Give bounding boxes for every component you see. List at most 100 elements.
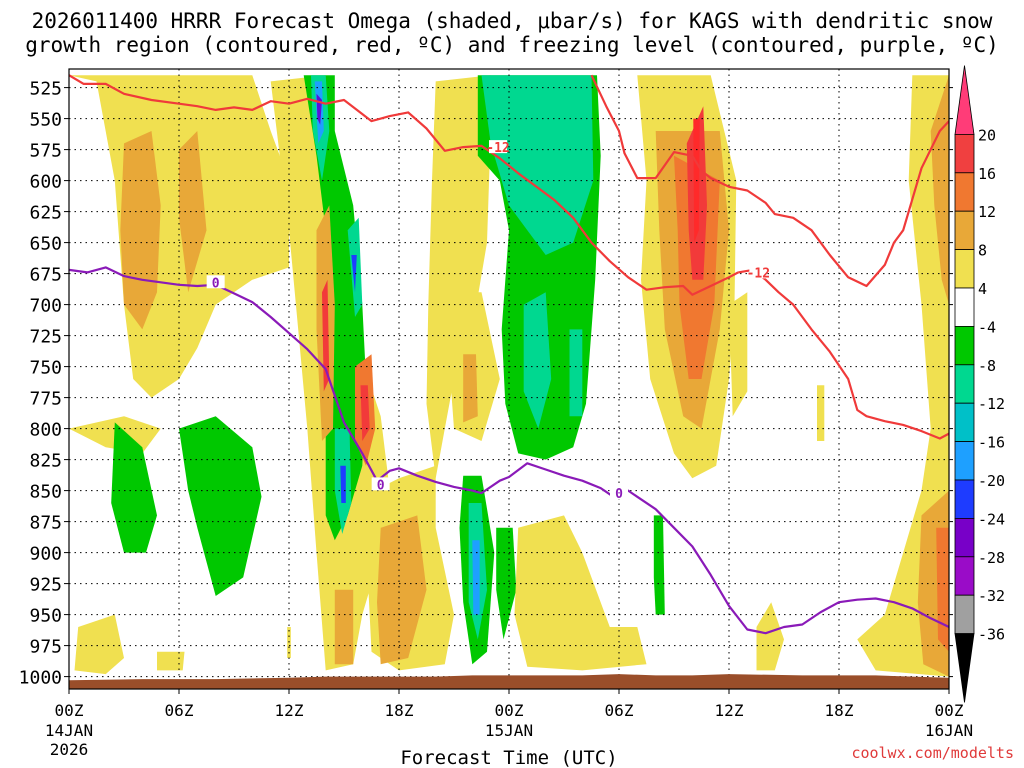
contours: -12 -12 0 0 0 [69, 74, 949, 635]
grid-lines [69, 69, 949, 689]
colorbar-label-1: 16 [978, 165, 996, 183]
y-tick-label-575: 575 [29, 141, 62, 162]
omega-region-pos8-2 [179, 131, 207, 293]
y-tick-label-850: 850 [29, 482, 62, 503]
y-tick-label-900: 900 [29, 544, 62, 565]
y-tick-label-800: 800 [29, 420, 62, 441]
colorbar-swatch-13 [954, 594, 975, 635]
freezing-level-contour-label-bg-1 [371, 477, 390, 491]
y-tick-label-775: 775 [29, 389, 62, 410]
colorbar-swatch-11 [954, 518, 975, 558]
colorbar-label-0: 20 [978, 126, 996, 144]
y-tick-label-550: 550 [29, 110, 62, 131]
colorbar: 20 16 12 8 4 -4 -8 -12 -16 -20 -24 -28 -32 -36 [954, 65, 1005, 703]
dgz-contour-label-1: -12 [747, 266, 770, 281]
x-axis-label: Forecast Time (UTC) [400, 747, 617, 768]
colorbar-cap-bottom [954, 633, 975, 703]
omega-region-neg20-14 [340, 465, 346, 503]
site-credit: coolwx.com/modelts [851, 744, 1014, 762]
omega-region-pos8-19 [334, 589, 354, 665]
omega-region-neg20-12 [351, 255, 357, 293]
dgz-contour-line-1 [590, 74, 949, 288]
omega-region-pos4-42 [756, 602, 784, 671]
x-tick-label-4: 00Z [495, 701, 524, 720]
terrain-ground [69, 674, 949, 689]
colorbar-swatch-6 [954, 325, 975, 366]
freezing-level-contour-label-1: 0 [377, 478, 385, 493]
y-tick-label-525: 525 [29, 79, 62, 100]
y-tick-label-625: 625 [29, 203, 62, 224]
omega-region-neg16-31 [472, 540, 480, 615]
dgz-contour-line-2 [738, 268, 949, 440]
x-tick-label-3: 18Z [385, 701, 414, 720]
dgz-contour-line-0 [69, 74, 739, 296]
colorbar-swatch-9 [954, 441, 975, 481]
freezing-level-contour-label-0: 0 [212, 276, 220, 291]
colorbar-label-13: -36 [978, 626, 1005, 644]
x-tick-label-1: 06Z [165, 701, 194, 720]
colorbar-swatch-1 [954, 133, 975, 174]
dgz-contour-label-bg-1 [749, 265, 768, 279]
y-tick-label-675: 675 [29, 265, 62, 286]
colorbar-swatch-4 [954, 249, 975, 289]
omega-region-pos4-48 [157, 651, 185, 671]
colorbar-label-10: -24 [978, 510, 1005, 528]
omega-region-pos8-44 [930, 75, 949, 305]
colorbar-label-12: -32 [978, 587, 1005, 605]
x-tick-date-8: 16JAN [925, 721, 973, 740]
omega-region-pos12-46 [936, 527, 949, 652]
colorbar-swatch-10 [954, 479, 975, 519]
x-tick-date-0: 14JAN [45, 721, 93, 740]
omega-region-pos4-41 [817, 385, 825, 441]
colorbar-label-3: 8 [978, 242, 987, 260]
colorbar-swatch-12 [954, 556, 975, 596]
freezing-level-contour-label-bg-2 [610, 486, 628, 500]
y-tick-label-700: 700 [29, 296, 62, 317]
x-tick-label-2: 12Z [275, 701, 304, 720]
dgz-contour-label-0: -12 [486, 141, 509, 156]
x-tick-label-5: 06Z [605, 701, 634, 720]
omega-region-pos4-22 [426, 75, 491, 479]
freezing-level-contour-label-2: 0 [615, 487, 623, 502]
x-tick-date-4: 15JAN [485, 721, 533, 740]
y-tick-label-1000: 1000 [19, 668, 62, 689]
colorbar-swatch-8 [954, 402, 975, 443]
freezing-level-contour-label-bg-0 [206, 275, 225, 289]
colorbar-swatch-7 [954, 364, 975, 404]
colorbar-swatch-3 [954, 210, 975, 250]
x-tick-year-0: 2026 [50, 740, 89, 759]
omega-region-neg4-32 [496, 527, 517, 640]
colorbar-swatch-5 [954, 287, 975, 327]
omega-region-neg4-39 [653, 515, 665, 615]
y-tick-label-925: 925 [29, 575, 62, 596]
colorbar-label-6: -8 [978, 357, 996, 375]
y-tick-label-950: 950 [29, 606, 62, 627]
colorbar-label-8: -16 [978, 434, 1005, 452]
omega-region-pos8-24 [463, 354, 478, 423]
y-tick-label-825: 825 [29, 451, 62, 472]
omega-region-neg8-27 [523, 292, 552, 429]
omega-region-pos4-40 [729, 292, 748, 417]
colorbar-label-2: 12 [978, 203, 996, 221]
y-tick-label-600: 600 [29, 172, 62, 193]
dgz-contour-label-bg-0 [489, 140, 507, 154]
x-tick-label-8: 00Z [935, 701, 964, 720]
chart-title-line-2: growth region (contoured, red, ºC) and f… [25, 33, 999, 57]
chart-title-line-1: 2026011400 HRRR Forecast Omega (shaded, … [31, 9, 993, 33]
colorbar-label-5: -4 [978, 318, 996, 336]
omega-region-pos4-47 [74, 614, 124, 675]
colorbar-label-7: -12 [978, 395, 1005, 413]
freezing-level-contour-line-0 [69, 266, 949, 635]
omega-region-neg4-7 [303, 75, 366, 541]
omega-shading [69, 75, 949, 677]
colorbar-label-4: 4 [978, 280, 987, 298]
colorbar-label-11: -28 [978, 549, 1005, 567]
omega-region-neg8-28 [569, 329, 583, 417]
omega-region-pos16-16 [322, 279, 330, 392]
y-axis: 525 550 575 600 625 650 675 700 725 750 775 800 825 8… [19, 79, 953, 689]
x-tick-label-0: 00Z [55, 701, 84, 720]
omega-region-neg4-5 [179, 416, 262, 596]
y-tick-label-975: 975 [29, 637, 62, 658]
